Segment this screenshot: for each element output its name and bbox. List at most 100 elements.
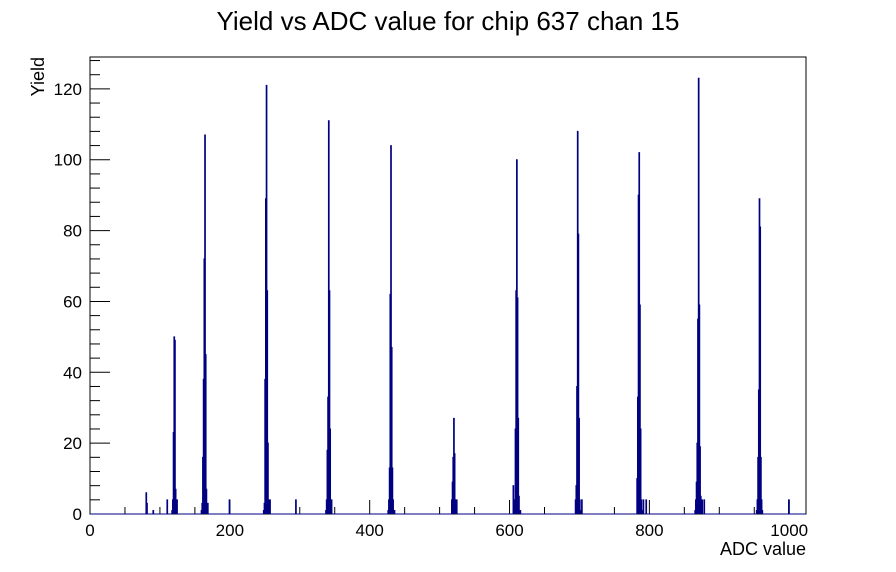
histogram-bin	[453, 457, 454, 514]
histogram-bin	[576, 486, 577, 514]
histogram-bin	[641, 500, 642, 514]
histogram-bin	[451, 500, 452, 514]
histogram-bin	[388, 510, 389, 514]
histogram-bin	[456, 500, 457, 514]
histogram-bin	[579, 418, 580, 514]
histogram-bin	[695, 510, 696, 514]
y-tick-label: 40	[63, 363, 82, 382]
histogram-bin	[391, 146, 392, 514]
histogram-bin	[153, 510, 154, 514]
histogram-bin	[582, 500, 583, 514]
histogram-bin	[579, 500, 580, 514]
histogram-bin	[697, 443, 698, 514]
histogram-bin	[330, 429, 331, 514]
histogram-bin	[699, 305, 700, 514]
histogram-bin	[581, 510, 582, 514]
y-tick-label: 120	[54, 80, 82, 99]
histogram-bin	[698, 319, 699, 514]
histogram-bin	[392, 468, 393, 514]
y-tick-label: 80	[63, 222, 82, 241]
y-axis-label: Yield	[28, 57, 48, 96]
histogram-bin	[642, 510, 643, 514]
histogram-bin	[520, 510, 521, 514]
y-axis: 0 20 40 60 80 100 120	[54, 60, 110, 524]
histogram-bin	[452, 482, 453, 514]
histogram-bin	[265, 379, 266, 514]
histogram-bin	[207, 510, 208, 514]
histogram-bin	[701, 510, 702, 514]
y-tick-label: 100	[54, 151, 82, 170]
histogram-bin	[696, 500, 697, 514]
x-tick-label: 600	[495, 521, 523, 540]
histogram-bin	[270, 500, 271, 514]
histogram-bin	[578, 234, 579, 514]
histogram-bin	[391, 347, 392, 514]
histogram-bin	[331, 500, 332, 514]
histogram-bin	[175, 489, 176, 514]
histogram-bin	[206, 489, 207, 514]
histogram-bin	[519, 496, 520, 514]
y-tick-label: 60	[63, 292, 82, 311]
histogram-bin	[269, 510, 270, 514]
histogram-bins	[146, 78, 789, 514]
histogram-bin	[455, 500, 456, 514]
histogram-bin	[761, 457, 762, 514]
histogram-bin	[389, 468, 390, 514]
histogram-bin	[642, 510, 643, 514]
histogram-bin	[643, 500, 644, 514]
histogram-bin	[328, 397, 329, 514]
histogram-bin	[268, 500, 269, 514]
histogram-bin	[762, 510, 763, 514]
histogram-bin	[266, 199, 267, 514]
histogram-bin	[580, 510, 581, 514]
histogram-bin	[267, 291, 268, 514]
histogram-bin	[204, 259, 205, 514]
histogram-bin	[203, 379, 204, 514]
histogram-bin	[172, 510, 173, 514]
y-tick-label: 20	[63, 434, 82, 453]
histogram-bin	[390, 294, 391, 514]
histogram-bin	[331, 500, 332, 514]
histogram-bin	[175, 340, 176, 514]
histogram-bin	[205, 355, 206, 514]
histogram-bin	[789, 500, 790, 514]
histogram-bin	[757, 500, 758, 514]
histogram-bin	[640, 305, 641, 514]
histogram-bin	[454, 454, 455, 514]
histogram-bin	[207, 503, 208, 514]
x-axis-label: ADC value	[720, 539, 806, 559]
histogram-bin	[761, 500, 762, 514]
histogram-bin	[203, 457, 204, 514]
histogram-bin	[173, 500, 174, 514]
histogram-bin	[266, 85, 267, 514]
histogram-bin	[146, 493, 147, 514]
histogram-bin	[637, 397, 638, 514]
histogram-bin	[758, 390, 759, 514]
histogram-bin	[514, 500, 515, 514]
histogram-bin	[513, 486, 514, 514]
histogram-bin	[516, 291, 517, 514]
histogram-bin	[517, 160, 518, 514]
histogram-bin	[229, 500, 230, 514]
histogram-bin	[454, 418, 455, 514]
histogram-bin	[756, 510, 757, 514]
histogram-bin	[517, 298, 518, 514]
histogram-bin	[263, 510, 264, 514]
histogram-bin	[328, 121, 329, 514]
histogram-bin	[577, 386, 578, 514]
chart-title: Yield vs ADC value for chip 637 chan 15	[217, 6, 680, 36]
histogram-bin	[704, 500, 705, 514]
histogram-bin	[760, 227, 761, 514]
histogram-bin	[700, 496, 701, 514]
histogram-bin	[518, 418, 519, 514]
histogram-bin	[201, 510, 202, 514]
histogram-bin	[327, 450, 328, 514]
histogram-bin	[575, 500, 576, 514]
histogram-bin	[174, 337, 175, 514]
histogram-bin	[700, 447, 701, 514]
histogram-bin	[393, 500, 394, 514]
histogram-bin	[696, 482, 697, 514]
histogram-bin	[456, 510, 457, 514]
histogram-bin	[329, 291, 330, 514]
